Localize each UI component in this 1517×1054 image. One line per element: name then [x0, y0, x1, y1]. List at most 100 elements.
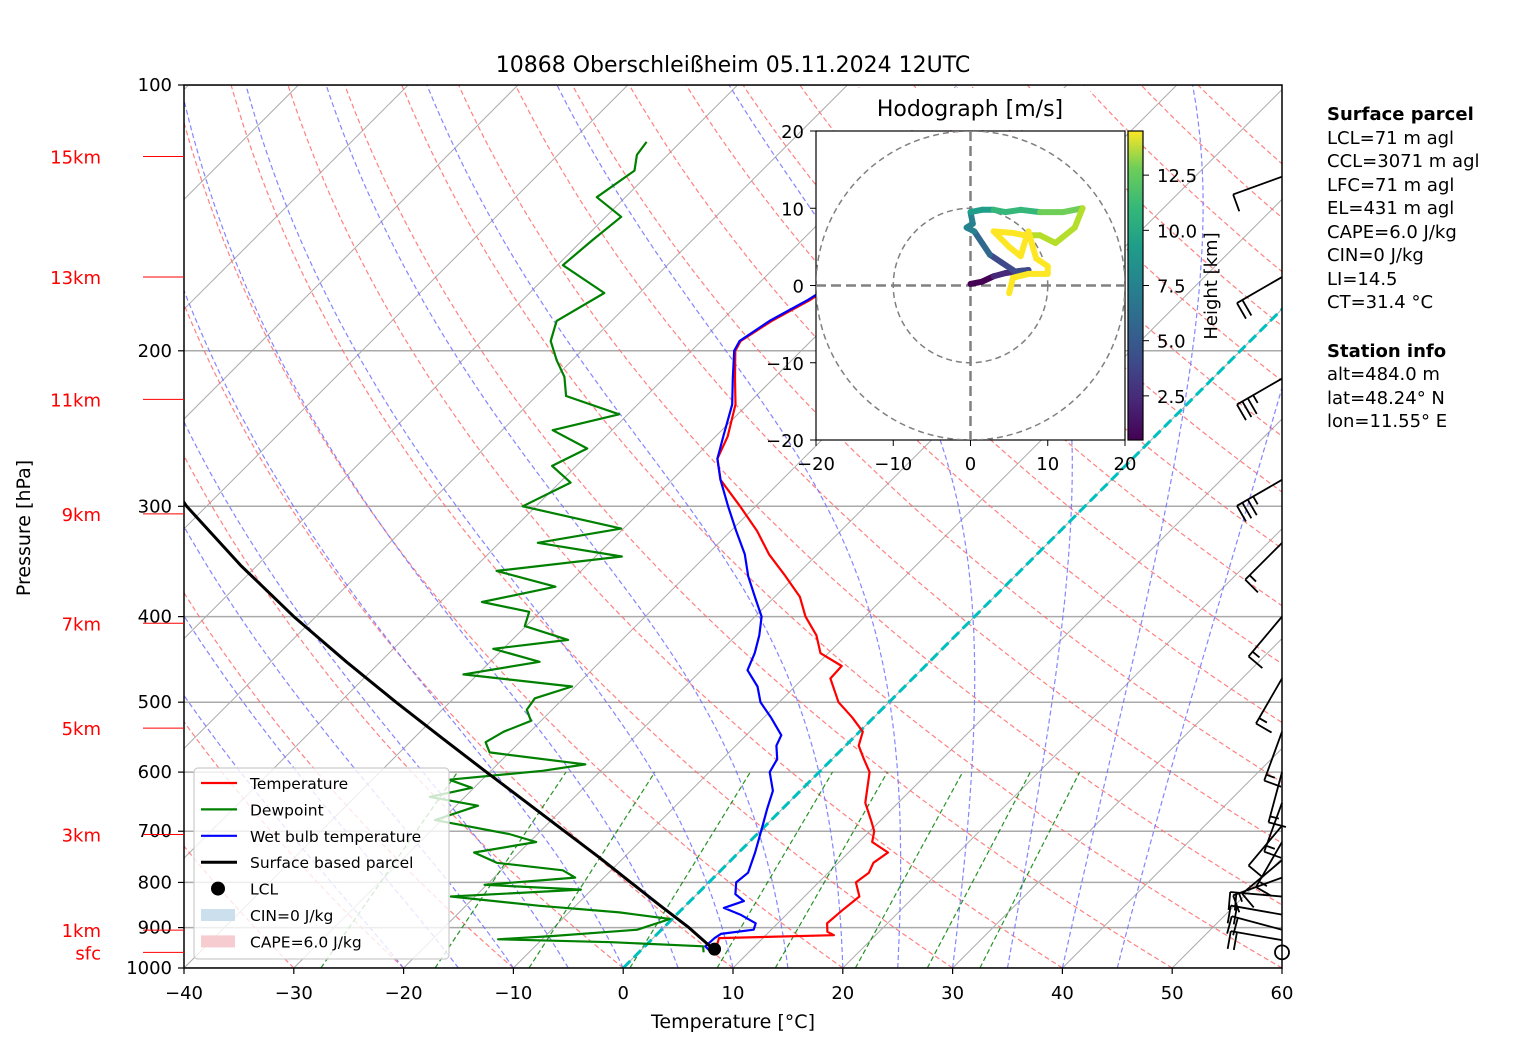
mixing-ratio-line [434, 771, 567, 968]
dry-adiabat [344, 85, 1173, 968]
wind-barb [1226, 904, 1283, 925]
hodograph-title-bg [850, 88, 1090, 130]
x-axis: −40 −30 −20 −10 0 10 20 30 40 50 60 [165, 968, 1293, 1004]
colorbar [1127, 130, 1144, 441]
moist-adiabat [245, 85, 734, 968]
isotherm--80 [184, 85, 629, 530]
zero-isotherm [622, 307, 1282, 968]
wind-barb [1247, 616, 1283, 669]
y-tick-label: 300 [138, 496, 172, 517]
hodograph: Hodograph [m/s] −20 −10 0 10 20 20 10 0 −10 −20 2.5… [766, 88, 1222, 475]
moist-adiabat [1116, 385, 1282, 968]
hodograph-segment [1025, 228, 1040, 262]
x-tick-label: 20 [831, 983, 854, 1004]
wind-barb [1226, 930, 1283, 951]
moist-adiabat [325, 85, 789, 968]
isotherm-30 [952, 637, 1282, 968]
surface-parcel-cape: CAPE=6.0 J/kg [1327, 221, 1457, 243]
isotherm-10 [732, 418, 1282, 968]
x-tick-label: 60 [1271, 983, 1294, 1004]
isotherm--90 [184, 85, 519, 420]
hodo-y-tick-label: 20 [781, 122, 804, 143]
hodograph-segment [990, 228, 1013, 250]
x-tick-label: 50 [1161, 983, 1184, 1004]
y-tick-label: 1000 [126, 958, 172, 979]
legend-label: Wet bulb temperature [250, 828, 421, 846]
wind-barb [1236, 276, 1283, 320]
wind-barb [1236, 479, 1283, 522]
surface-parcel-ct: CT=31.4 °C [1327, 292, 1434, 313]
hodograph-segment [1017, 206, 1044, 216]
height-label: 9km [62, 505, 101, 526]
surface-parcel-lcl: LCL=71 m agl [1327, 127, 1455, 149]
dry-adiabat [230, 85, 953, 968]
moist-adiabat [184, 97, 679, 968]
hodograph-segment [1052, 224, 1078, 247]
legend-label: CAPE=6.0 J/kg [250, 933, 362, 951]
x-tick-label: −30 [275, 983, 313, 1004]
isotherm--60 [184, 85, 848, 750]
station-alt: alt=484.0 m [1327, 364, 1440, 385]
height-label: 11km [50, 390, 101, 411]
isotherm--100 [184, 85, 409, 310]
y-tick-label: 900 [138, 918, 172, 939]
hodograph-title: Hodograph [m/s] [877, 97, 1063, 122]
dry-adiabat [401, 85, 1282, 968]
surface-parcel-li: LI=14.5 [1327, 268, 1398, 290]
height-label: 13km [50, 268, 101, 289]
hodo-y-tick-label: −20 [766, 431, 804, 452]
surface-parcel-lfc: LFC=71 m agl [1327, 174, 1455, 196]
hodo-y-tick-label: −10 [766, 354, 804, 375]
height-label: 5km [62, 719, 101, 740]
x-tick-label: −40 [165, 983, 203, 1004]
wind-barb [1255, 841, 1283, 897]
station-info-title: Station info [1327, 340, 1447, 362]
station-lat: lat=48.24° N [1327, 387, 1445, 409]
chart-title: 10868 Oberschleißheim 05.11.2024 12UTC [496, 53, 971, 78]
dry-adiabat [742, 85, 1282, 607]
legend-label: Dewpoint [250, 801, 324, 819]
hodo-y-tick-label: 10 [781, 199, 804, 220]
moist-adiabat [184, 288, 624, 968]
x-tick-label: −10 [494, 983, 532, 1004]
info-panel: Surface parcel LCL=71 m agl CCL=3071 m a… [1327, 103, 1480, 434]
wind-barb [1247, 825, 1283, 878]
y-tick-label: 400 [138, 607, 172, 628]
hodograph-plot [816, 131, 1125, 440]
wind-barb [1263, 802, 1283, 859]
height-label: sfc [75, 943, 101, 964]
legend-label: CIN=0 J/kg [250, 907, 333, 925]
moist-adiabat [426, 85, 844, 968]
dry-adiabat [685, 85, 1282, 665]
hodograph-segment [1071, 205, 1086, 231]
wind-barb [1232, 876, 1283, 913]
mixing-ratio-line [629, 771, 751, 968]
x-tick-label: −20 [385, 983, 423, 1004]
y-tick-label: 700 [138, 821, 172, 842]
height-label: 3km [62, 825, 101, 846]
hodo-x-tick-label: −10 [874, 454, 912, 475]
wind-barb [1267, 771, 1287, 828]
surface-parcel-title: Surface parcel [1327, 104, 1474, 125]
legend-patch-swatch [201, 935, 235, 948]
y-tick-label: 500 [138, 692, 172, 713]
height-label: 7km [62, 614, 101, 635]
moist-adiabat [556, 85, 902, 968]
y-tick-label: 600 [138, 762, 172, 783]
lcl-marker [708, 942, 722, 956]
series-dewpoint [428, 141, 705, 953]
legend-lcl-marker [211, 881, 225, 896]
x-tick-label: 30 [941, 983, 964, 1004]
moist-adiabat [184, 614, 459, 968]
dry-adiabat [628, 85, 1282, 724]
isotherm--70 [184, 85, 738, 640]
station-lon: lon=11.55° E [1327, 411, 1448, 432]
legend-label: Temperature [249, 775, 348, 793]
x-tick-label: 0 [617, 983, 628, 1004]
colorbar-tick-label: 7.5 [1157, 277, 1186, 298]
series-surface-based-parcel [184, 499, 718, 954]
x-tick-label: 10 [722, 983, 745, 1004]
wind-barb [1232, 175, 1283, 212]
dry-adiabat [514, 85, 1282, 844]
mixing-ratio-line [854, 771, 964, 968]
